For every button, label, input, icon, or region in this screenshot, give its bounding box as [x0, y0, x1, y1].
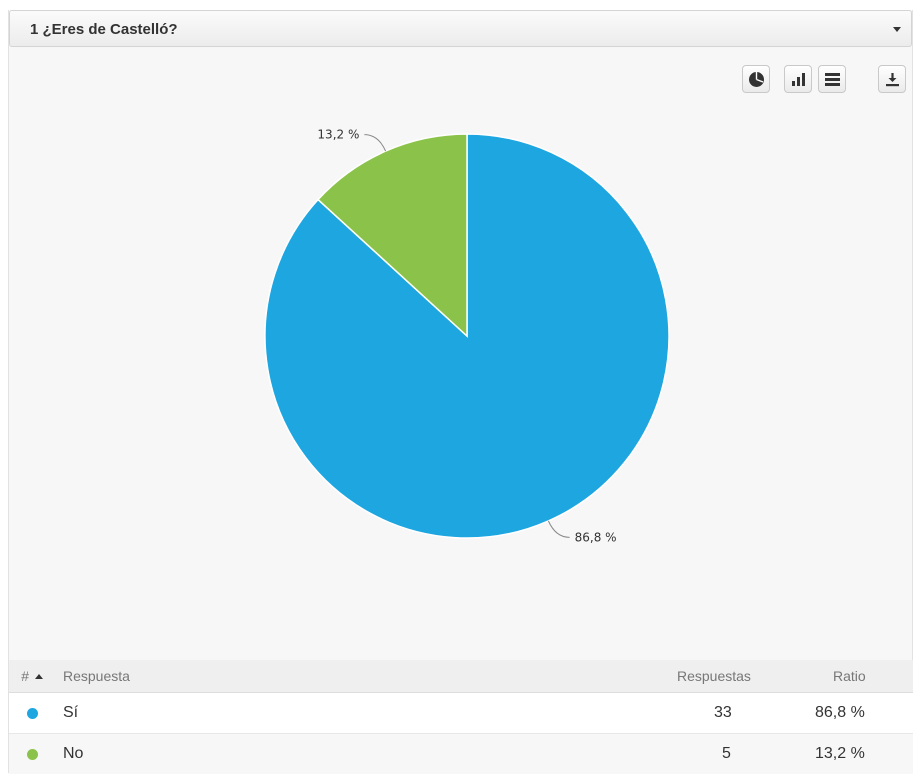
table-row: Sí 33 86,8 %: [9, 693, 913, 734]
chevron-down-icon[interactable]: [893, 27, 901, 32]
chart-area: 86,8 % 13,2 %: [9, 10, 913, 660]
data-label: 13,2 %: [317, 128, 359, 142]
bar-chart-button[interactable]: [784, 65, 812, 93]
sort-asc-icon: [34, 673, 43, 679]
pie-chart-button[interactable]: [742, 65, 770, 93]
answer-column-header[interactable]: Respuesta: [63, 668, 130, 684]
pie-chart-icon: [749, 72, 764, 87]
question-title: 1 ¿Eres de Castelló?: [30, 21, 178, 38]
question-panel: 1 ¿Eres de Castelló? 86,8 % 13,2 %: [8, 10, 913, 774]
data-label-connector: [364, 134, 387, 152]
responses-column-header[interactable]: Respuestas: [677, 668, 751, 684]
results-table: # Respuesta Respuestas Ratio Sí 33 86,8 …: [9, 660, 913, 774]
download-icon: [886, 73, 899, 87]
data-label-connector: [547, 520, 570, 538]
responses-cell: 33: [714, 704, 732, 721]
table-view-button[interactable]: [818, 65, 846, 93]
ratio-cell: 86,8 %: [815, 704, 865, 721]
pie-chart: 86,8 % 13,2 %: [264, 128, 670, 544]
answer-cell: Sí: [63, 704, 79, 721]
series-color-dot: [27, 749, 38, 760]
table-header: # Respuesta Respuestas Ratio: [9, 660, 913, 693]
list-icon: [825, 73, 840, 86]
pie-slice-2[interactable]: [316, 133, 468, 338]
series-color-dot: [27, 708, 38, 719]
responses-cell: 5: [722, 745, 731, 762]
ratio-cell: 13,2 %: [815, 745, 865, 762]
bar-chart-icon: [792, 73, 805, 86]
ratio-column-header[interactable]: Ratio: [833, 668, 866, 684]
download-button[interactable]: [878, 65, 906, 93]
question-header[interactable]: 1 ¿Eres de Castelló?: [9, 10, 912, 47]
data-label: 86,8 %: [575, 530, 617, 544]
table-row: No 5 13,2 %: [9, 734, 913, 774]
index-column-header[interactable]: #: [21, 660, 43, 692]
chart-toolbar: [9, 65, 912, 95]
answer-cell: No: [63, 745, 84, 762]
